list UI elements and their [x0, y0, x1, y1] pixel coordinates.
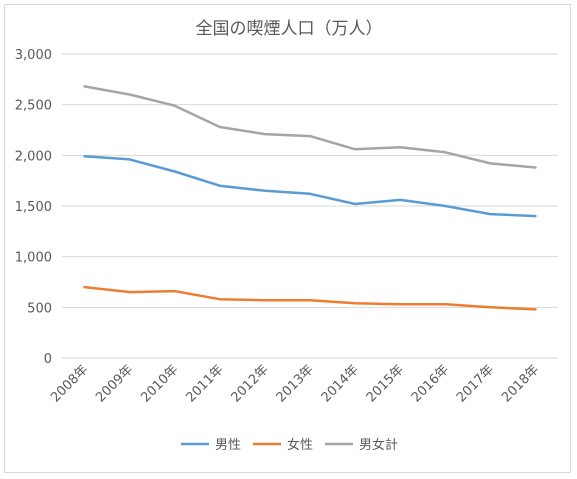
y-tick-label: 500 — [27, 301, 52, 316]
x-axis-ticks: 2008年 2009年 2010年 2011年 2012年 2013年 2014年 2015年… — [48, 362, 542, 405]
x-tick-label: 2015年 — [364, 362, 407, 405]
x-tick-label: 2013年 — [274, 362, 317, 405]
chart-area — [4, 4, 571, 473]
x-tick-label: 2017年 — [454, 362, 497, 405]
y-tick-label: 3,000 — [15, 48, 52, 63]
y-tick-label: 1,000 — [15, 251, 52, 266]
x-tick-label: 2014年 — [319, 362, 362, 405]
y-tick-label: 2,500 — [15, 99, 52, 114]
y-tick-label: 0 — [44, 352, 52, 367]
legend-label: 女性 — [287, 437, 313, 453]
x-tick-label: 2011年 — [183, 362, 226, 405]
x-tick-label: 2016年 — [409, 362, 452, 405]
x-tick-label: 2012年 — [229, 362, 272, 405]
y-axis-ticks: 0 500 1,000 1,500 2,000 2,500 3,000 — [15, 48, 52, 367]
legend-label: 男性 — [215, 438, 241, 453]
x-tick-label: 2009年 — [93, 362, 136, 405]
y-tick-label: 1,500 — [15, 200, 52, 215]
series-lines — [83, 85, 537, 311]
legend: 男性 女性 男女計 — [181, 437, 398, 453]
series-line — [83, 285, 537, 311]
y-tick-label: 2,000 — [15, 149, 52, 164]
gridlines — [62, 53, 558, 359]
chart-title: 全国の喫煙人口（万人） — [196, 19, 383, 39]
series-line — [83, 85, 537, 169]
x-tick-label: 2010年 — [138, 362, 181, 405]
x-tick-label: 2008年 — [48, 362, 91, 405]
x-tick-label: 2018年 — [499, 362, 542, 405]
series-line — [83, 155, 537, 218]
legend-label: 男女計 — [359, 437, 398, 453]
